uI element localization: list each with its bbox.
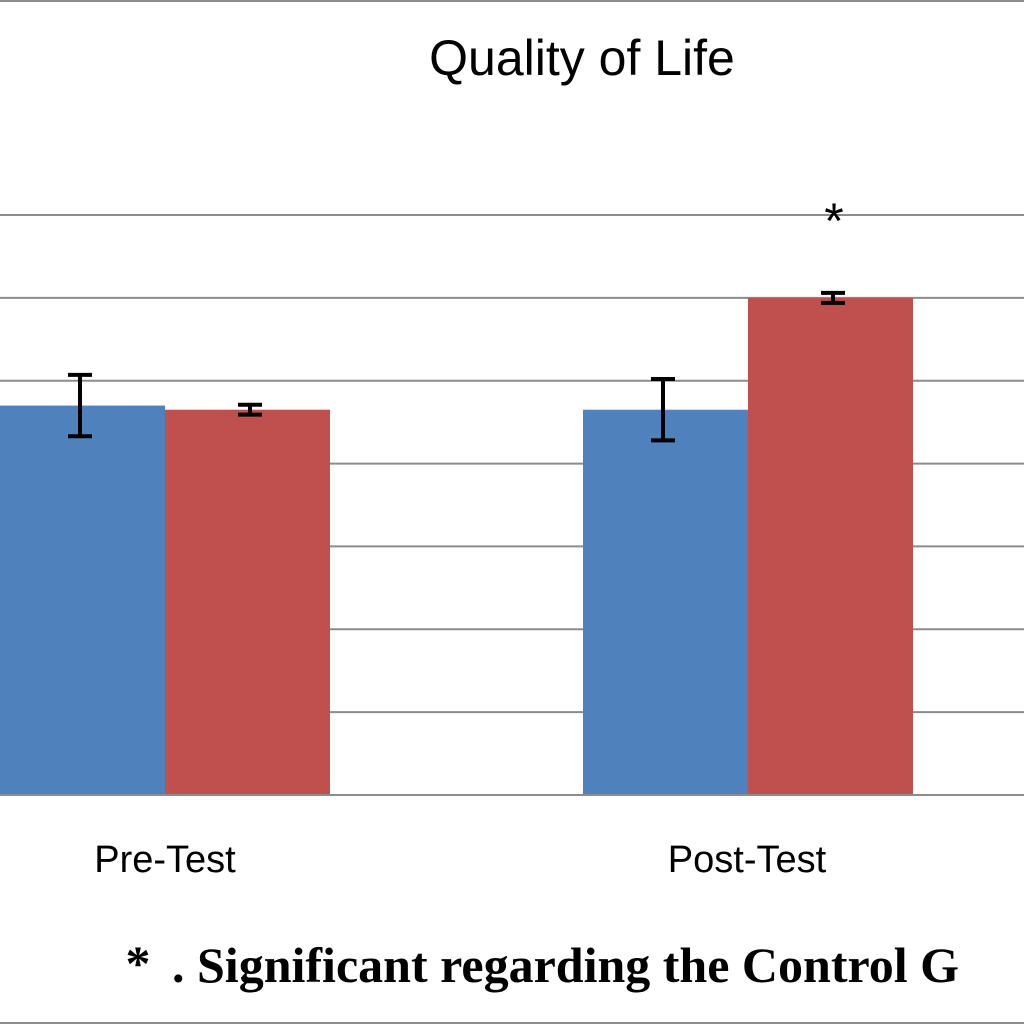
chart-title: Quality of Life [429, 30, 735, 86]
bar [583, 409, 748, 795]
bar [748, 297, 913, 795]
bars [0, 297, 913, 795]
bar [0, 405, 165, 795]
error-bar [821, 290, 845, 305]
footnote-text: . Significant regarding the Control G [172, 937, 959, 993]
bar [165, 409, 330, 795]
error-bars [68, 290, 845, 443]
error-bar [238, 402, 262, 417]
significance-marker: * [824, 193, 843, 249]
error-bar [68, 372, 92, 439]
error-bar [651, 377, 675, 443]
category-label: Post-Test [668, 839, 827, 881]
category-label: Pre-Test [94, 839, 236, 881]
footnote-symbol: * [126, 935, 151, 991]
